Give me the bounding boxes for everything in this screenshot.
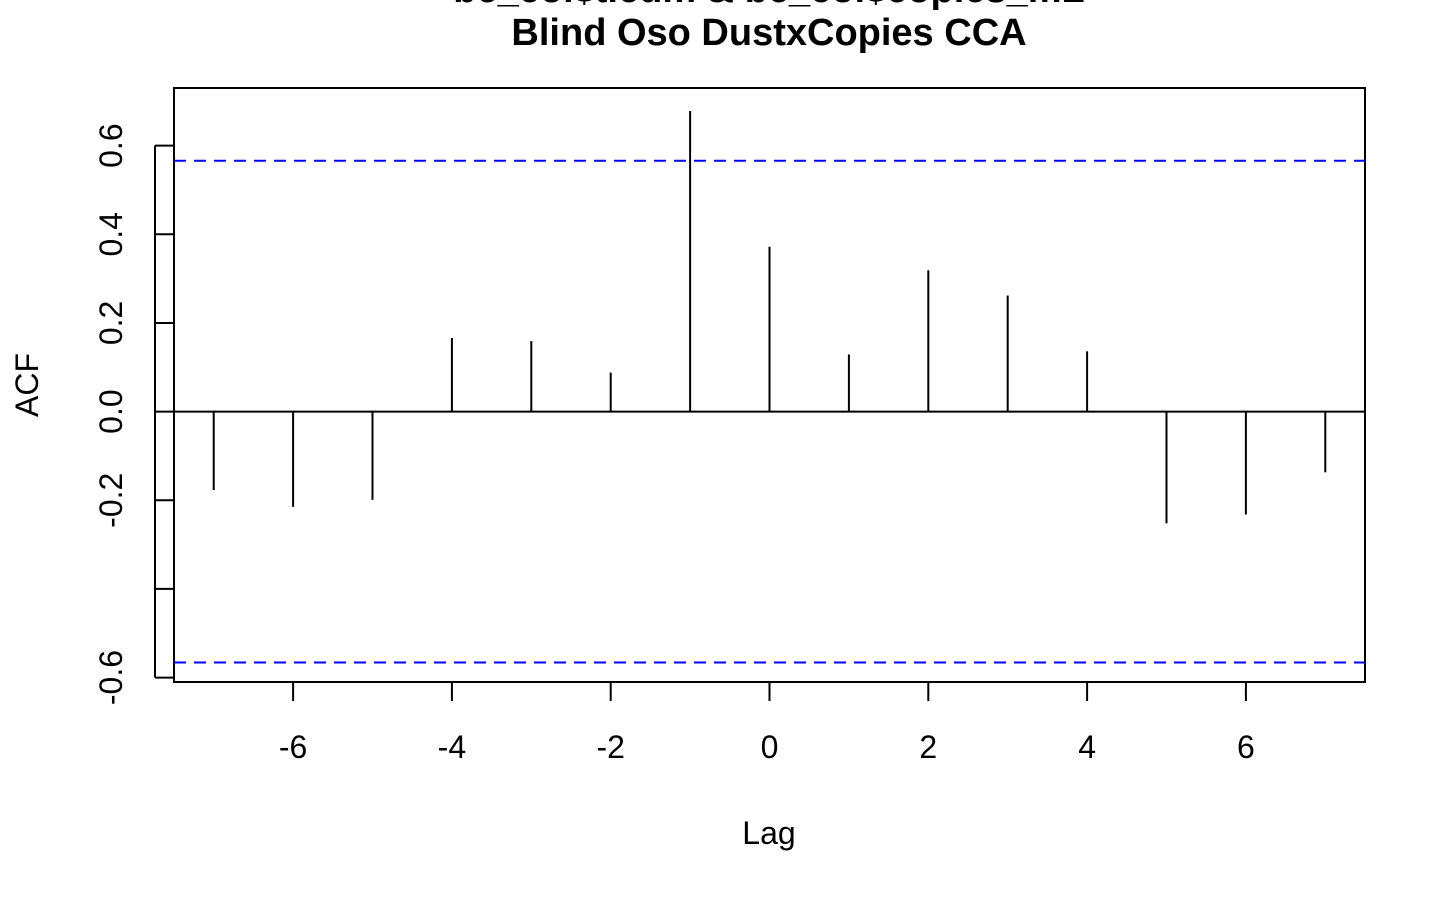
x-tick-label: 6: [1237, 729, 1255, 765]
y-tick-label: 0.2: [93, 301, 129, 345]
x-tick-label: -6: [279, 729, 307, 765]
x-axis: -6 -4 -2 0 2 4 6: [279, 681, 1255, 765]
x-axis-label: Lag: [742, 815, 795, 851]
x-tick-label: -2: [596, 729, 624, 765]
x-tick-label: -4: [438, 729, 466, 765]
chart-title-line-2: Blind Oso DustxCopies CCA: [511, 12, 1026, 54]
y-tick-label: 0.6: [93, 123, 129, 167]
y-axis-label: ACF: [9, 353, 45, 417]
y-tick-label: 0.0: [93, 389, 129, 433]
x-tick-label: 4: [1078, 729, 1096, 765]
x-tick-label: 0: [761, 729, 779, 765]
y-axis: -0.6 -0.2 0.0 0.2 0.4 0.6: [93, 123, 174, 705]
chart-title-line-1: bc_col$t.cum & bc_col$copies_mL: [453, 0, 1084, 11]
y-tick-label: -0.6: [93, 650, 129, 705]
x-tick-label: 2: [919, 729, 937, 765]
y-tick-label: 0.4: [93, 212, 129, 256]
acf-bars: [174, 111, 1365, 524]
y-tick-label: -0.2: [93, 473, 129, 528]
